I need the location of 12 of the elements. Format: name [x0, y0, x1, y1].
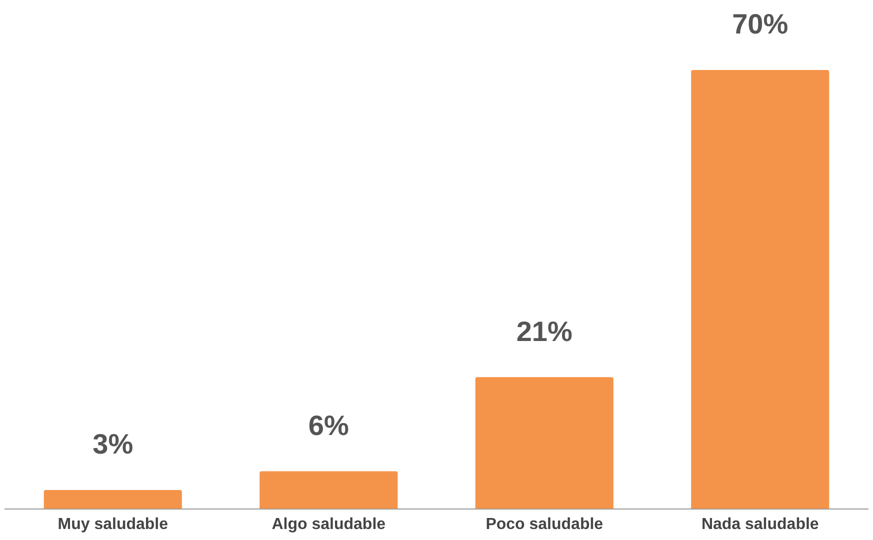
bar: [260, 471, 398, 509]
bar: [475, 377, 614, 509]
data-label: 21%: [516, 316, 572, 347]
x-tick-label: Poco saludable: [486, 516, 604, 533]
x-tick-label: Nada saludable: [701, 516, 819, 533]
data-label: 6%: [308, 410, 349, 441]
data-label: 70%: [732, 8, 788, 40]
data-label: 3%: [92, 428, 134, 460]
bar: [691, 70, 830, 509]
x-tick-label: Algo saludable: [272, 516, 386, 533]
x-tick-label: Muy saludable: [58, 516, 168, 533]
bar: [44, 490, 182, 509]
